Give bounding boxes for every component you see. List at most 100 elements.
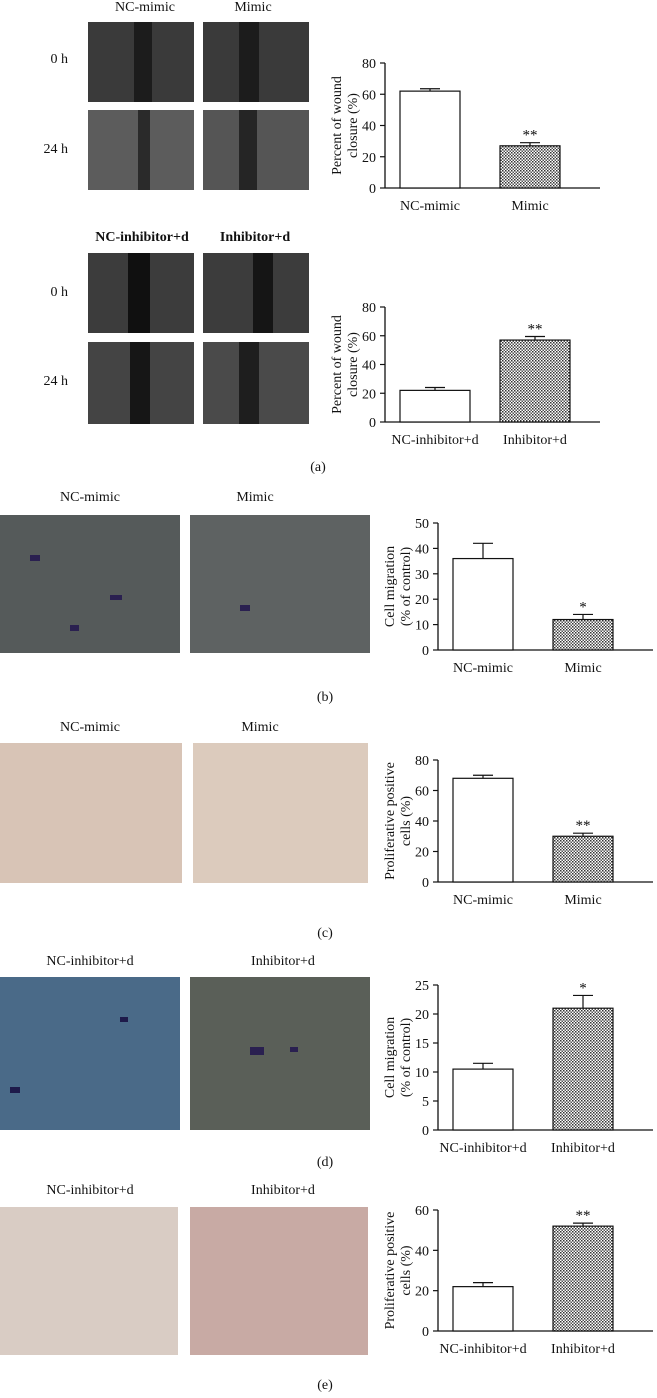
significance-label: * — [579, 599, 587, 615]
category-label: Inhibitor+d — [503, 433, 567, 448]
y-tick-label: 60 — [415, 785, 429, 800]
category-label: Inhibitor+d — [551, 1141, 615, 1156]
y-tick-label: 5 — [422, 1095, 429, 1110]
y-tick-label: 60 — [415, 1204, 429, 1219]
bar — [499, 339, 571, 423]
proliferation-image-nc-mimic — [0, 743, 182, 883]
y-tick-label: 20 — [415, 1008, 429, 1023]
category-label: NC-mimic — [453, 661, 513, 676]
y-tick-label: 20 — [415, 846, 429, 861]
col-label-d-1: NC-inhibitor+d — [46, 954, 134, 969]
category-label: Mimic — [511, 199, 548, 214]
row-label-a-top-0h: 0 h — [50, 52, 69, 67]
wound-image-nc-mimic-24h — [88, 110, 194, 190]
bar — [452, 777, 514, 883]
category-label: NC-inhibitor+d — [439, 1141, 526, 1156]
y-tick-label: 40 — [415, 815, 429, 830]
significance-label: * — [579, 980, 587, 996]
y-tick-label: 50 — [415, 517, 429, 532]
caption-c: (c) — [317, 926, 333, 941]
wound-image-nc-inhibitor-0h — [88, 253, 194, 333]
category-label: NC-inhibitor+d — [439, 1342, 526, 1357]
bar — [552, 1007, 614, 1131]
migration-image-nc-mimic — [0, 515, 180, 653]
col-label-a-top-2: Mimic — [234, 0, 272, 15]
col-label-c-1: NC-mimic — [60, 720, 120, 735]
y-tick-label: 60 — [362, 88, 376, 103]
y-tick-label: 40 — [362, 359, 376, 374]
y-axis-label: Proliferative positivecells (%) — [383, 1212, 414, 1330]
col-label-b-2: Mimic — [236, 490, 274, 505]
proliferation-image-mimic — [193, 743, 368, 883]
bar — [499, 145, 561, 189]
row-label-a-bottom-24h: 24 h — [43, 374, 69, 389]
y-axis-label: Percent of woundclosure (%) — [330, 76, 361, 175]
significance-label: ** — [576, 818, 591, 834]
y-tick-label: 80 — [415, 754, 429, 769]
y-tick-label: 40 — [415, 1244, 429, 1259]
y-tick-label: 15 — [415, 1037, 429, 1052]
y-tick-label: 0 — [422, 876, 429, 891]
category-label: NC-inhibitor+d — [391, 433, 478, 448]
y-tick-label: 0 — [422, 1124, 429, 1139]
category-label: NC-mimic — [400, 199, 460, 214]
wound-image-mimic-0h — [203, 22, 309, 102]
col-label-c-2: Mimic — [241, 720, 279, 735]
y-axis-label: Cell migration(% of control) — [383, 546, 414, 627]
col-label-a-bottom-1: NC-inhibitor+d — [95, 230, 189, 245]
col-label-b-1: NC-mimic — [60, 490, 120, 505]
migration-image-inhibitor — [190, 977, 370, 1130]
col-label-a-bottom-2: Inhibitor+d — [219, 230, 291, 245]
y-tick-label: 10 — [415, 619, 429, 634]
y-tick-label: 40 — [415, 542, 429, 557]
y-tick-label: 30 — [415, 568, 429, 583]
wound-image-inhibitor-24h — [203, 342, 309, 424]
bar — [399, 90, 461, 189]
col-label-e-1: NC-inhibitor+d — [46, 1183, 134, 1198]
bar — [452, 1068, 514, 1131]
y-tick-label: 0 — [369, 416, 376, 431]
category-label: Inhibitor+d — [551, 1342, 615, 1357]
y-tick-label: 0 — [369, 182, 376, 197]
bar — [399, 389, 471, 423]
y-tick-label: 20 — [415, 1285, 429, 1300]
col-label-e-2: Inhibitor+d — [251, 1183, 315, 1198]
y-tick-label: 20 — [362, 387, 376, 402]
col-label-a-top-1: NC-mimic — [115, 0, 175, 15]
y-tick-label: 80 — [362, 57, 376, 72]
row-label-a-top-24h: 24 h — [43, 142, 69, 157]
significance-label: ** — [523, 128, 538, 144]
caption-b: (b) — [316, 690, 334, 705]
wound-image-inhibitor-0h — [203, 253, 309, 333]
bar — [452, 557, 514, 651]
significance-label: ** — [576, 1208, 591, 1224]
y-tick-label: 0 — [422, 1325, 429, 1340]
migration-image-mimic — [190, 515, 370, 653]
y-tick-label: 0 — [422, 644, 429, 659]
bar — [552, 835, 614, 883]
category-label: Mimic — [564, 661, 601, 676]
y-tick-label: 20 — [362, 151, 376, 166]
caption-d: (d) — [316, 1155, 334, 1170]
y-axis-label: Proliferative positivecells (%) — [383, 762, 414, 880]
wound-image-nc-mimic-0h — [88, 22, 194, 102]
y-tick-label: 80 — [362, 301, 376, 316]
significance-label: ** — [528, 321, 543, 337]
y-tick-label: 10 — [415, 1066, 429, 1081]
y-axis-label: Cell migration(% of control) — [383, 1017, 414, 1098]
y-axis-label: Percent of woundclosure (%) — [330, 315, 361, 414]
category-label: NC-mimic — [453, 893, 513, 908]
y-tick-label: 25 — [415, 979, 429, 994]
row-label-a-bottom-0h: 0 h — [50, 285, 69, 300]
y-tick-label: 40 — [362, 120, 376, 135]
caption-a: (a) — [310, 460, 326, 475]
category-label: Mimic — [564, 893, 601, 908]
col-label-d-2: Inhibitor+d — [251, 954, 315, 969]
bar — [452, 1286, 514, 1332]
y-tick-label: 20 — [415, 593, 429, 608]
